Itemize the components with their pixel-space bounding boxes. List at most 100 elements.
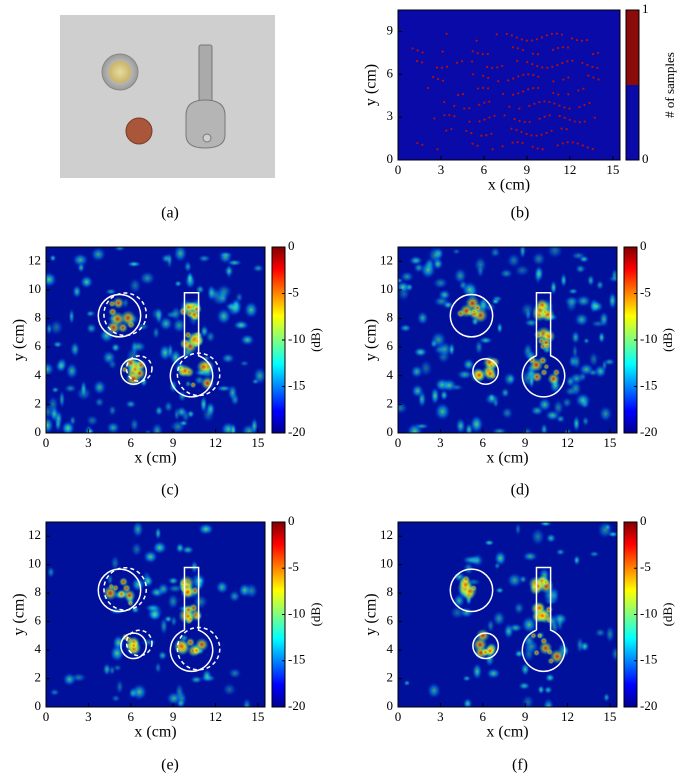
hot-spot: [183, 604, 194, 616]
hot-spot: [541, 337, 552, 348]
speckle: [495, 587, 505, 594]
sample-dot: [421, 143, 424, 146]
sample-dot: [483, 118, 486, 121]
sample-dot: [468, 107, 471, 110]
sample-dot: [463, 107, 466, 110]
speckle: [198, 523, 214, 535]
speckle: [514, 649, 524, 658]
speckle: [172, 317, 186, 334]
sample-dot: [556, 144, 559, 147]
speckle: [399, 323, 412, 333]
speckle: [242, 697, 252, 707]
speckle: [108, 665, 116, 676]
x-tick-label: 15: [606, 162, 619, 177]
y-tick-label: 9: [387, 22, 394, 37]
speckle: [195, 284, 205, 294]
speckle: [571, 353, 582, 370]
hot-spot: [129, 640, 139, 651]
hot-spot: [180, 585, 195, 600]
x-tick-label: 0: [395, 709, 402, 724]
sample-dot: [550, 32, 554, 36]
sample-dot: [551, 48, 555, 51]
y-tick-label: 12: [28, 527, 41, 542]
speckle: [583, 337, 590, 345]
speckle: [450, 383, 464, 391]
sample-dot: [516, 141, 519, 144]
estimate-outline: [176, 626, 221, 671]
speckle: [86, 414, 99, 427]
x-axis-label: x (cm): [134, 724, 176, 741]
speckle: [111, 343, 121, 353]
speckle: [128, 277, 142, 294]
sample-dot: [583, 120, 586, 123]
sample-dot: [503, 114, 506, 117]
y-tick-label: 12: [28, 252, 41, 267]
speckle: [532, 251, 546, 266]
speckle: [514, 522, 522, 536]
speckle: [174, 682, 184, 701]
sample-dot: [568, 107, 571, 110]
sample-dot: [520, 130, 523, 134]
speckle: [151, 422, 163, 433]
sample-dot: [518, 119, 521, 123]
colorbar-frame: [625, 9, 640, 161]
speckle: [131, 577, 146, 592]
speckle: [564, 386, 577, 397]
y-axis-label: y (cm): [363, 593, 380, 635]
speckle: [183, 260, 192, 273]
y-tick-label: 8: [35, 584, 42, 599]
x-axis-label: x (cm): [486, 724, 528, 741]
speckle: [461, 281, 478, 298]
speckle: [244, 582, 259, 599]
hot-spot: [118, 577, 129, 587]
heatmap: [46, 522, 265, 707]
speckle: [52, 340, 63, 348]
sample-dot: [545, 131, 548, 135]
hot-spot: [133, 366, 146, 380]
sample-dot: [531, 52, 534, 55]
y-tick-label: 2: [387, 395, 394, 410]
key-outline: [169, 566, 214, 672]
speckle: [427, 247, 443, 265]
speckle: [141, 638, 157, 647]
speckle: [484, 539, 495, 546]
speckle: [518, 681, 531, 690]
speckle: [453, 267, 467, 284]
speckle: [575, 295, 592, 307]
speckle: [484, 393, 500, 405]
sample-dot: [555, 32, 559, 35]
sample-dot: [482, 86, 485, 89]
x-tick-label: 3: [85, 709, 92, 724]
speckle: [132, 522, 144, 538]
speckle: [597, 522, 614, 539]
speckle: [170, 306, 182, 322]
speckle: [110, 555, 120, 571]
sample-dot: [478, 120, 481, 123]
sample-dot: [591, 53, 595, 56]
hot-spot: [546, 648, 554, 656]
heatmap: [46, 247, 265, 433]
sample-dot: [567, 76, 570, 79]
sample-dot: [591, 147, 594, 151]
sample-dot: [516, 47, 519, 50]
colorbar-tick-label: 0: [288, 238, 295, 253]
sample-dot: [411, 47, 414, 50]
speckle: [611, 646, 617, 662]
hot-spot: [116, 589, 127, 600]
hot-spot: [540, 368, 548, 377]
speckle: [158, 650, 168, 661]
sample-dot: [525, 39, 528, 42]
sample-dot: [480, 134, 483, 137]
x-tick-label: 12: [209, 709, 222, 724]
speckle: [115, 679, 124, 695]
speckle: [139, 271, 156, 286]
speckle: [463, 698, 473, 707]
hot-spot: [549, 649, 565, 664]
sample-dot: [531, 62, 534, 66]
speckle: [575, 393, 591, 408]
hot-spot: [536, 632, 543, 639]
colorbar-label: (dB): [660, 328, 675, 352]
sample-dot: [582, 87, 585, 90]
x-tick-label: 15: [251, 435, 264, 450]
